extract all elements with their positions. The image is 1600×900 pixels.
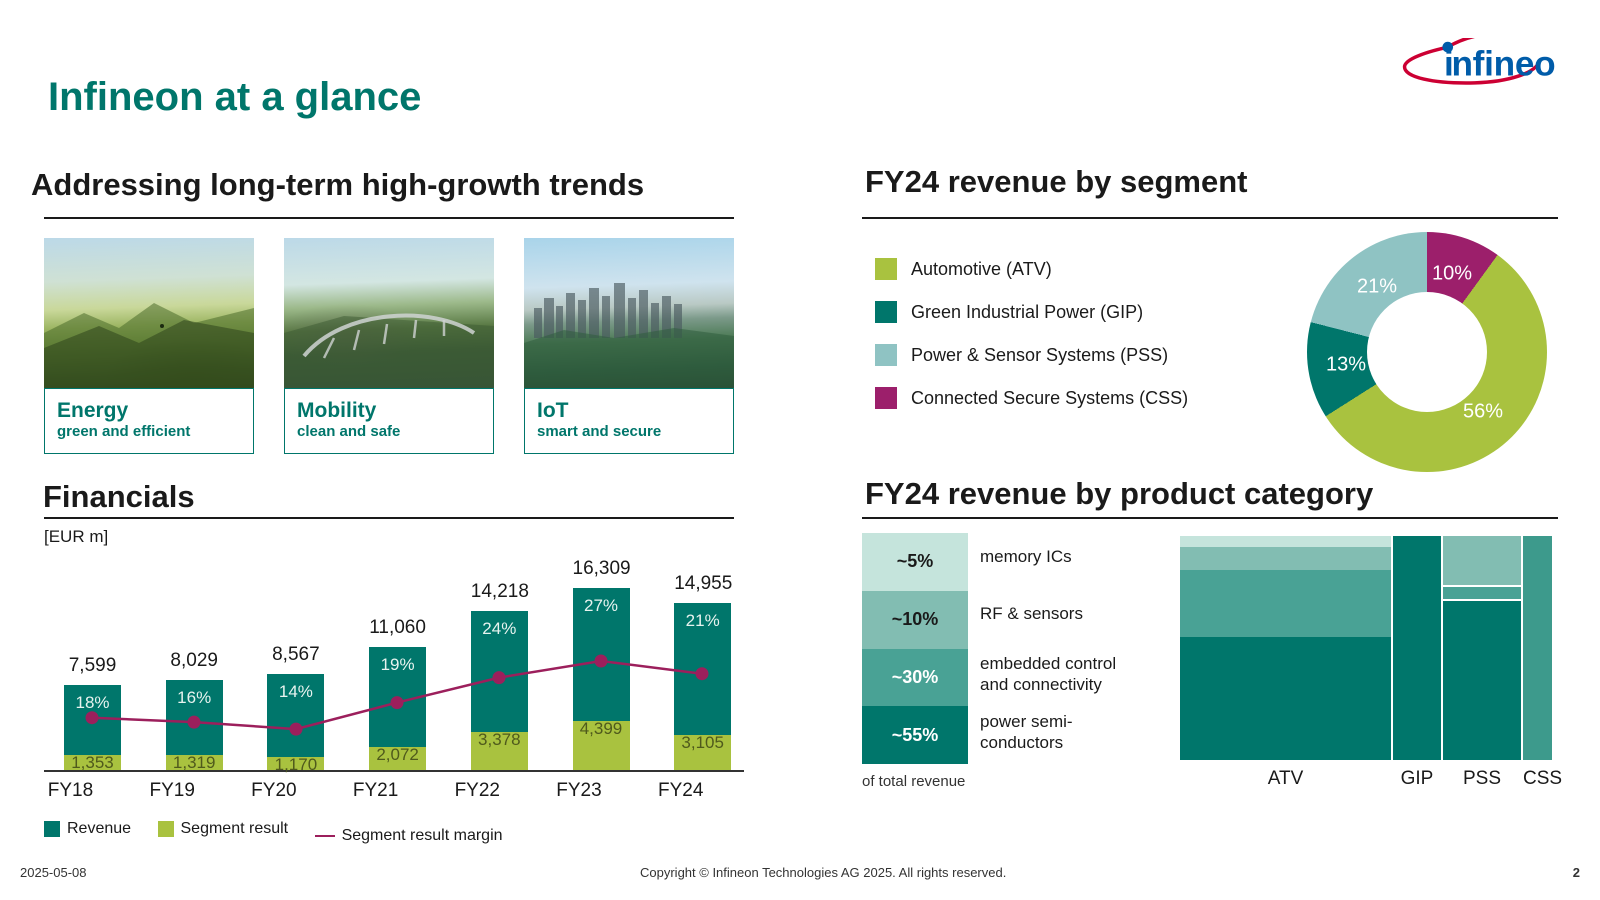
svg-text:nfineon: nfineon <box>1451 44 1556 83</box>
